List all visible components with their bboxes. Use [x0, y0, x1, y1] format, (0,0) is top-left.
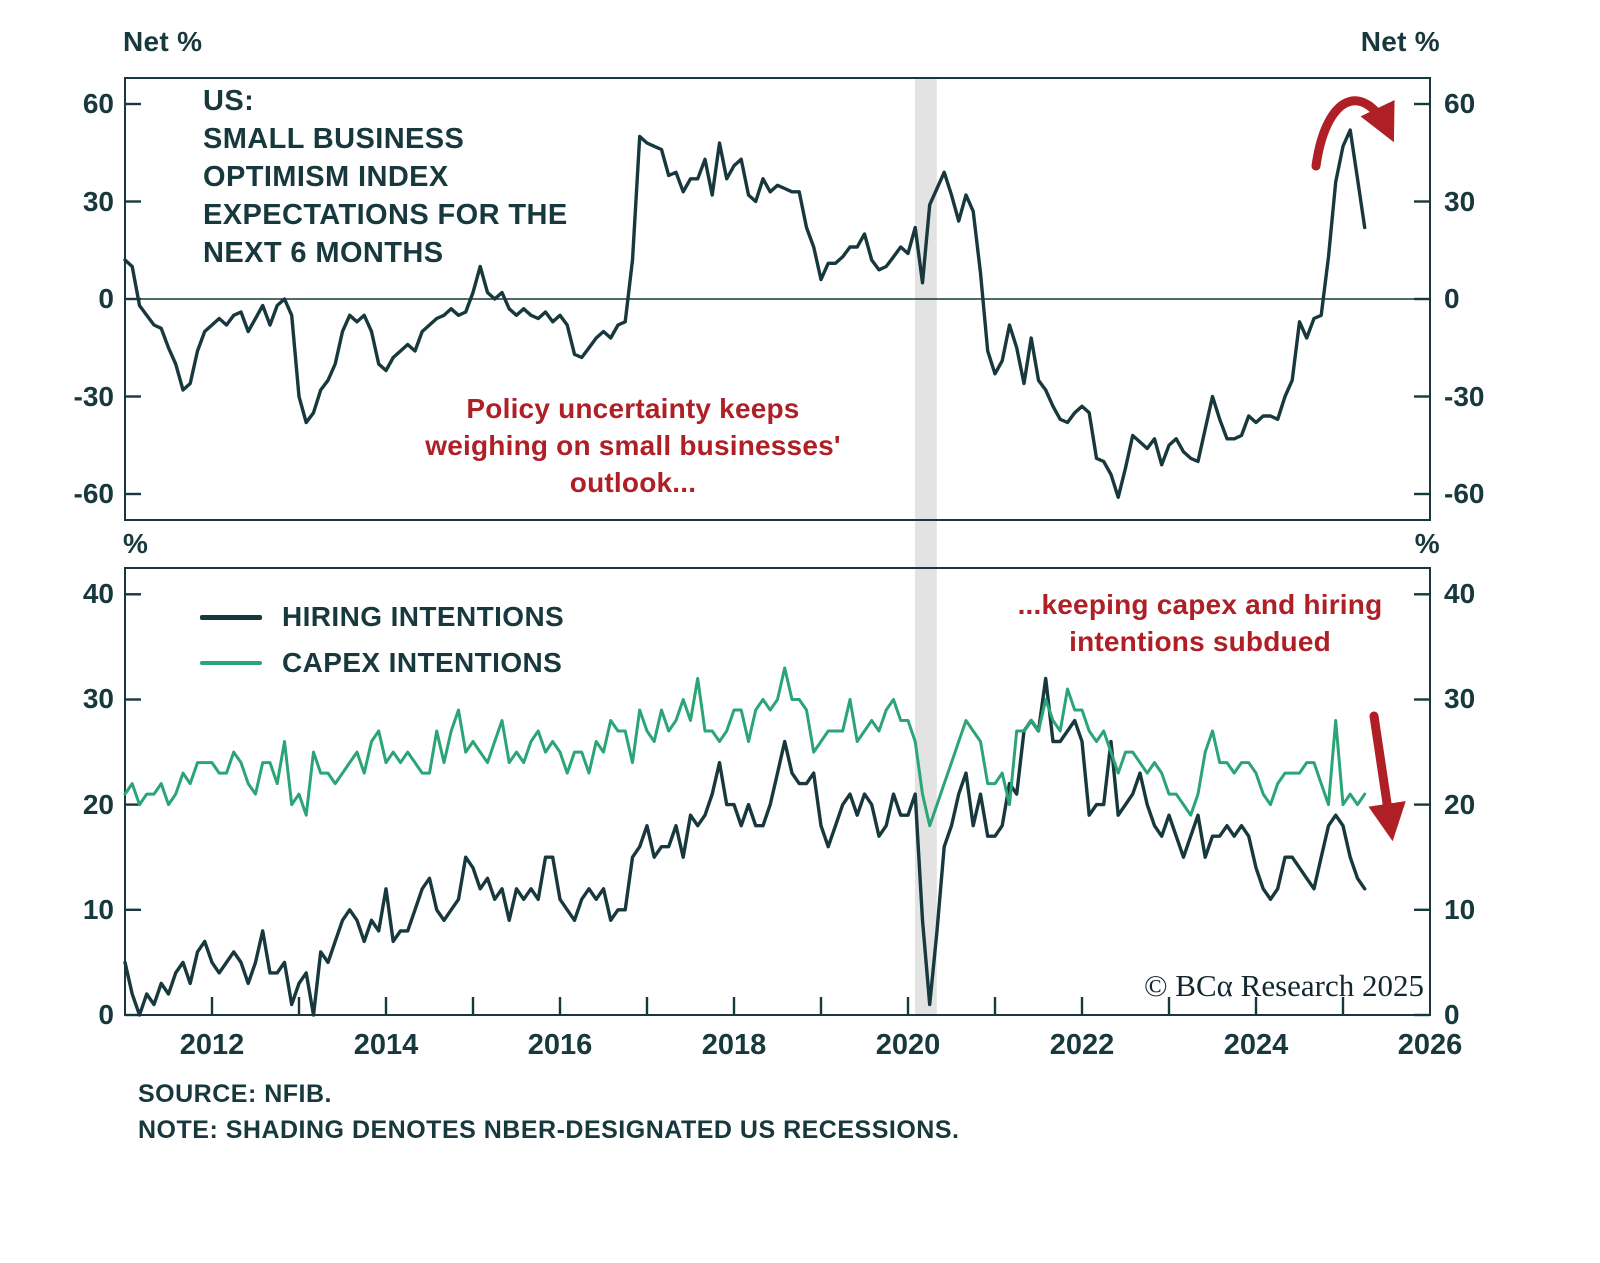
- y-tick-label: 20: [82, 788, 114, 820]
- x-tick-label: 2018: [701, 1029, 767, 1061]
- top-left-unit-label: Net %: [123, 26, 203, 57]
- y-tick-label: -30: [73, 380, 114, 412]
- x-tick-label: 2012: [179, 1029, 245, 1061]
- y-tick-label: 60: [82, 88, 114, 119]
- y-tick-label: -60: [73, 478, 114, 509]
- y-tick-label: 0: [1444, 283, 1460, 314]
- y-tick-label: 10: [82, 893, 114, 925]
- y-tick-label: 30: [1444, 683, 1476, 715]
- optimism-line: [123, 128, 1367, 499]
- legend-label-capex: CAPEX INTENTIONS: [282, 647, 563, 678]
- hiring-line-swatch: [200, 614, 262, 620]
- y-tick-label: 60: [1444, 88, 1476, 119]
- peak-reversal-arrow: [1311, 96, 1395, 171]
- capex-line: [123, 666, 1367, 828]
- legend-item-hiring: HIRING INTENTIONS: [200, 594, 564, 640]
- y-tick-label: 40: [1444, 578, 1476, 610]
- y-tick-label: -60: [1444, 478, 1485, 509]
- x-tick-label: 2016: [527, 1029, 593, 1061]
- y-tick-label: 0: [98, 283, 114, 314]
- x-tick-label: 2026: [1397, 1029, 1463, 1061]
- chart-title: US: SMALL BUSINESS OPTIMISM INDEX EXPECT…: [203, 85, 568, 269]
- y-tick-label: 40: [82, 578, 114, 610]
- y-tick-label: 0: [98, 999, 114, 1030]
- capex-line-swatch: [200, 661, 262, 665]
- y-tick-label: 20: [1444, 788, 1476, 820]
- source-note: SOURCE: NFIB.: [138, 1080, 332, 1108]
- top-annotation: Policy uncertainty keeps weighing on sma…: [425, 393, 841, 498]
- x-tick-label: 2020: [875, 1029, 941, 1061]
- y-tick-label: 0: [1444, 999, 1460, 1030]
- y-tick-label: 30: [82, 683, 114, 715]
- x-tick-label: 2024: [1223, 1029, 1289, 1061]
- decline-arrow: [1368, 711, 1406, 842]
- legend: HIRING INTENTIONS CAPEX INTENTIONS: [200, 594, 564, 686]
- bottom-annotation: ...keeping capex and hiring intentions s…: [1017, 589, 1383, 657]
- x-tick-label: 2014: [353, 1029, 419, 1061]
- bca-watermark: © BCα Research 2025: [1144, 968, 1424, 1003]
- y-tick-label: 30: [1444, 185, 1476, 217]
- bottom-right-unit-label: %: [1414, 528, 1440, 559]
- y-tick-label: 10: [1444, 893, 1476, 925]
- legend-label-hiring: HIRING INTENTIONS: [282, 601, 565, 632]
- y-tick-label: 30: [82, 185, 114, 217]
- y-tick-label: -30: [1444, 380, 1485, 412]
- legend-item-capex: CAPEX INTENTIONS: [200, 640, 564, 686]
- hiring-line: [123, 676, 1367, 1017]
- top-right-unit-label: Net %: [1360, 26, 1440, 57]
- x-tick-label: 2022: [1049, 1029, 1115, 1061]
- bottom-left-unit-label: %: [123, 528, 149, 559]
- recession-note: NOTE: SHADING DENOTES NBER-DESIGNATED US…: [138, 1116, 960, 1144]
